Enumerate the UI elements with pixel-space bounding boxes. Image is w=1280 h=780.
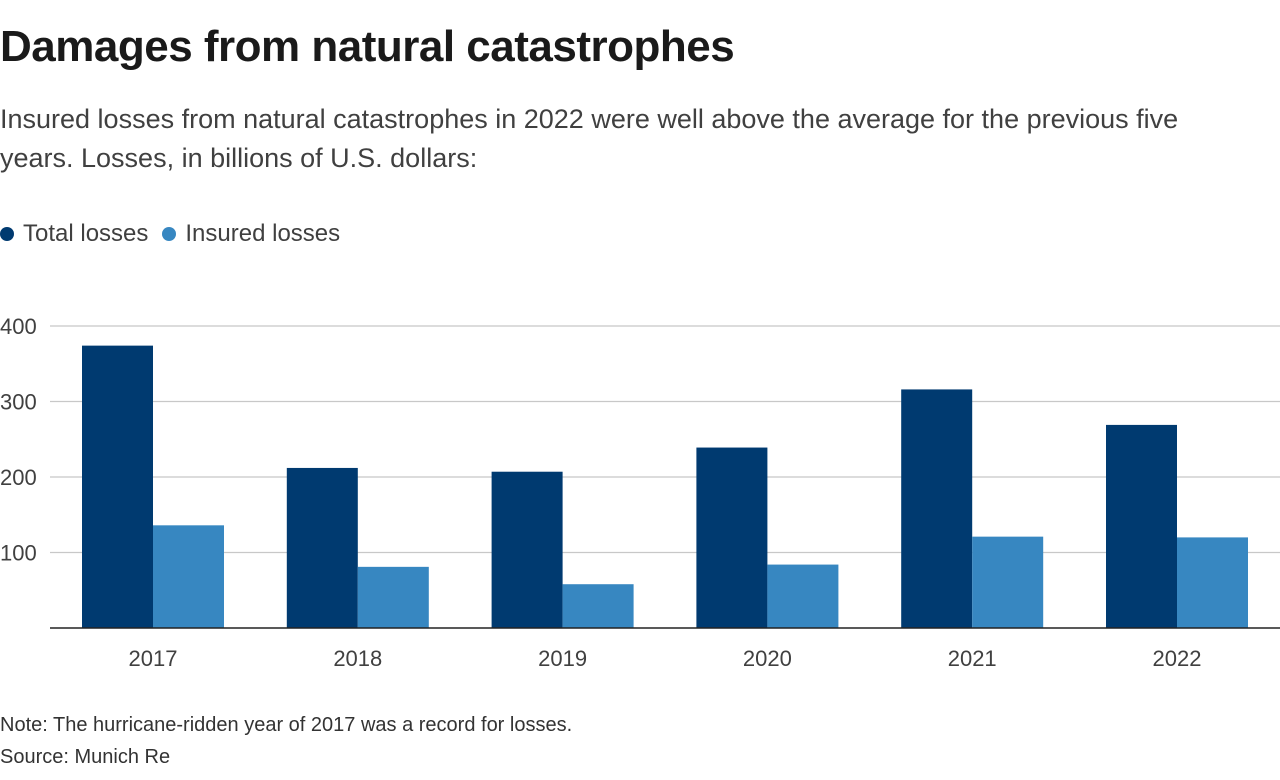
x-axis-tick-labels: 2017 2018 2019 2020 2021 2022 (129, 646, 1202, 671)
legend-label-total-losses: Total losses (23, 220, 149, 247)
bar-insured-losses-2020 (767, 564, 839, 628)
y-tick-label: 300 (0, 390, 37, 415)
bar-total-losses-2021 (901, 389, 973, 628)
legend-swatch-insured-losses (162, 227, 177, 241)
bar-insured-losses-2019 (562, 584, 634, 628)
bar-insured-losses-2022 (1177, 537, 1248, 628)
x-tick-label: 2021 (948, 646, 997, 671)
x-tick-label: 2017 (129, 646, 178, 671)
bar-total-losses-2017 (82, 345, 153, 628)
y-tick-label: 200 (0, 465, 37, 490)
legend-item-insured-losses: Insured losses (162, 220, 340, 248)
chart-subtitle: Insured losses from natural catastrophes… (0, 104, 1179, 173)
bar-total-losses-2022 (1106, 424, 1177, 628)
y-tick-label: 100 (0, 541, 37, 566)
bar-total-losses-2019 (491, 471, 563, 628)
bar-insured-losses-2018 (357, 566, 429, 628)
bar-insured-losses-2021 (972, 536, 1044, 628)
chart-source: Source: Munich Re (0, 746, 171, 768)
x-tick-label: 2022 (1153, 646, 1202, 671)
bar-insured-losses-2017 (153, 525, 224, 628)
bar-total-losses-2020 (696, 447, 768, 628)
bars (82, 345, 1248, 628)
chart-note: Note: The hurricane-ridden year of 2017 … (0, 714, 573, 736)
x-tick-label: 2019 (538, 646, 587, 671)
y-tick-label: 400 (0, 314, 37, 339)
chart-title: Damages from natural catastrophes (0, 22, 735, 71)
legend-label-insured-losses: Insured losses (185, 220, 341, 247)
bar-chart: 100 200 300 400 2017 2018 2019 2020 2021 2022 (0, 314, 1280, 671)
bar-total-losses-2018 (286, 467, 358, 628)
legend: Total losses Insured losses (0, 219, 354, 249)
x-tick-label: 2020 (743, 646, 792, 671)
y-axis-tick-labels: 100 200 300 400 (0, 314, 37, 566)
legend-swatch-total-losses (0, 227, 14, 241)
x-tick-label: 2018 (333, 646, 382, 671)
legend-item-total-losses: Total losses (0, 220, 148, 248)
grid-lines (50, 325, 1280, 554)
